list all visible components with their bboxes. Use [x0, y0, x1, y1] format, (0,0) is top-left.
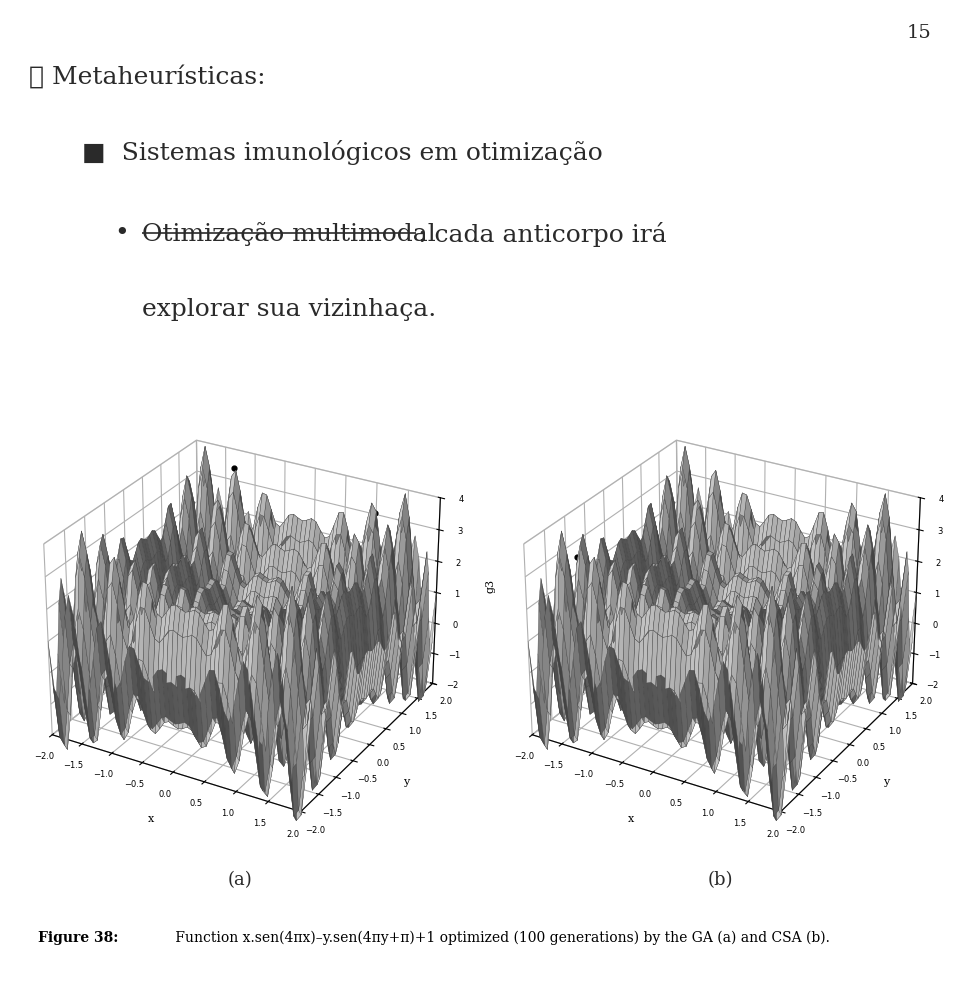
Text: •: • — [115, 222, 146, 245]
Text: explorar sua vizinhaça.: explorar sua vizinhaça. — [142, 297, 437, 320]
Text: Function x.sen(4πx)–y.sen(4πy+π)+1 optimized (100 generations) by the GA (a) and: Function x.sen(4πx)–y.sen(4πy+π)+1 optim… — [171, 931, 829, 946]
X-axis label: x: x — [148, 814, 155, 824]
Text: 15: 15 — [906, 24, 931, 41]
Y-axis label: y: y — [402, 777, 409, 787]
Text: Otimização multimodal: Otimização multimodal — [142, 222, 436, 246]
Text: : cada anticorpo irá: : cada anticorpo irá — [418, 222, 666, 248]
Text: ■  Sistemas imunológicos em otimização: ■ Sistemas imunológicos em otimização — [82, 140, 602, 165]
Text: Figure 38:: Figure 38: — [38, 931, 119, 945]
Y-axis label: y: y — [882, 777, 889, 787]
Text: (b): (b) — [708, 871, 732, 889]
Text: (a): (a) — [228, 871, 252, 889]
X-axis label: x: x — [628, 814, 635, 824]
Text: ➤ Metaheurísticas:: ➤ Metaheurísticas: — [29, 65, 265, 89]
